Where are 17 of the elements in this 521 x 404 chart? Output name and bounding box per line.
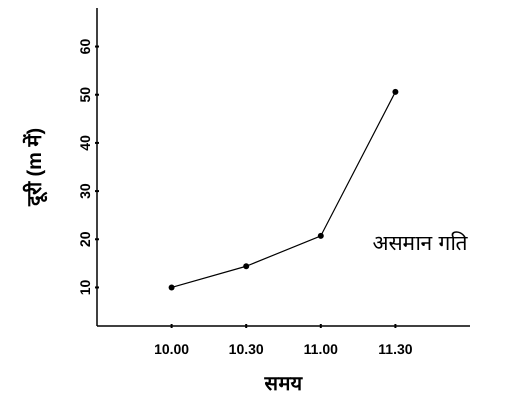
point: [318, 232, 324, 239]
point: [392, 88, 398, 95]
y-tick-label: 20: [77, 231, 93, 248]
y-tick-label: 50: [77, 86, 93, 103]
x-tick-label: 10.00: [154, 341, 190, 357]
x-tick-label: 11.30: [378, 341, 413, 357]
point: [168, 284, 175, 290]
x-tick-label: 10.30: [228, 341, 264, 357]
y-tick-label: 10: [77, 279, 93, 296]
point: [243, 263, 250, 270]
y-tick-label: 60: [77, 38, 93, 54]
annotation: असमान गति: [372, 231, 468, 255]
y-axis-title: दूरी (m में): [22, 128, 48, 208]
x-axis-title: समय: [264, 373, 304, 395]
y-tick-label: 40: [77, 134, 93, 151]
x-tick-label: 11.00: [304, 341, 338, 357]
y-tick-label: 30: [77, 183, 93, 199]
